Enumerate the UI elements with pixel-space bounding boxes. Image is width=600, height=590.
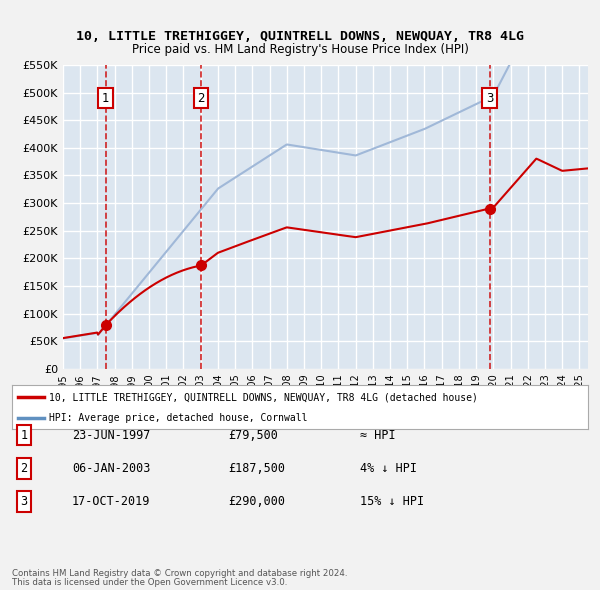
Text: £187,500: £187,500: [228, 462, 285, 475]
Text: £290,000: £290,000: [228, 495, 285, 508]
Text: 1: 1: [102, 91, 109, 104]
Text: 2: 2: [20, 462, 28, 475]
Text: 4% ↓ HPI: 4% ↓ HPI: [360, 462, 417, 475]
Text: This data is licensed under the Open Government Licence v3.0.: This data is licensed under the Open Gov…: [12, 578, 287, 588]
Text: 10, LITTLE TRETHIGGEY, QUINTRELL DOWNS, NEWQUAY, TR8 4LG (detached house): 10, LITTLE TRETHIGGEY, QUINTRELL DOWNS, …: [49, 392, 478, 402]
Text: £79,500: £79,500: [228, 429, 278, 442]
Text: Price paid vs. HM Land Registry's House Price Index (HPI): Price paid vs. HM Land Registry's House …: [131, 43, 469, 56]
Text: 2: 2: [197, 91, 205, 104]
Text: 23-JUN-1997: 23-JUN-1997: [72, 429, 151, 442]
Text: 17-OCT-2019: 17-OCT-2019: [72, 495, 151, 508]
Text: 1: 1: [20, 429, 28, 442]
Text: 10, LITTLE TRETHIGGEY, QUINTRELL DOWNS, NEWQUAY, TR8 4LG: 10, LITTLE TRETHIGGEY, QUINTRELL DOWNS, …: [76, 30, 524, 43]
Text: 3: 3: [20, 495, 28, 508]
Text: 15% ↓ HPI: 15% ↓ HPI: [360, 495, 424, 508]
Text: HPI: Average price, detached house, Cornwall: HPI: Average price, detached house, Corn…: [49, 413, 308, 423]
Text: ≈ HPI: ≈ HPI: [360, 429, 395, 442]
Text: Contains HM Land Registry data © Crown copyright and database right 2024.: Contains HM Land Registry data © Crown c…: [12, 569, 347, 578]
Text: 3: 3: [486, 91, 493, 104]
Text: 06-JAN-2003: 06-JAN-2003: [72, 462, 151, 475]
